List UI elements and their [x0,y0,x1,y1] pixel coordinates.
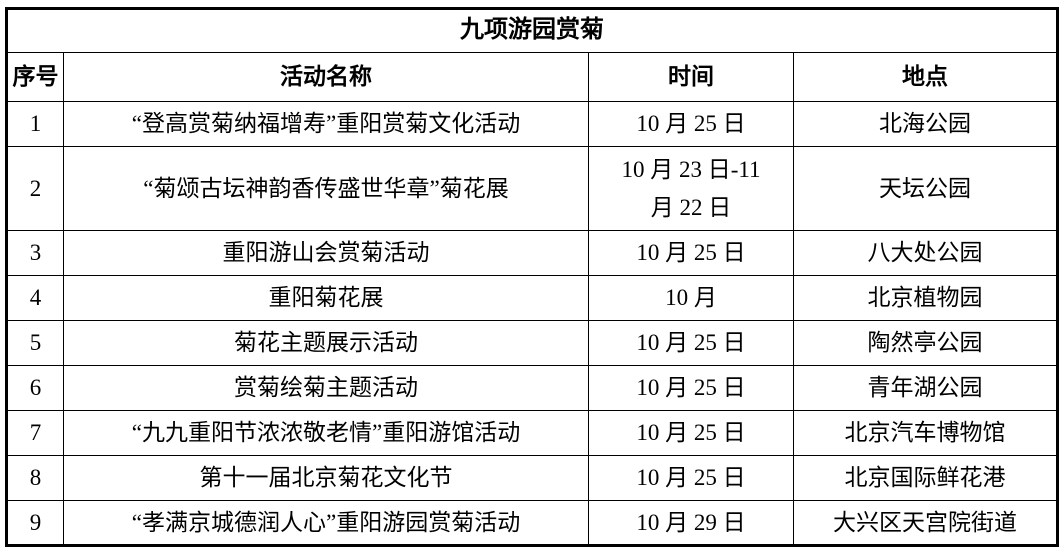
activity-name-cell: “菊颂古坛神韵香传盛世华章”菊花展 [63,146,589,231]
column-header-activity-name: 活动名称 [63,52,589,102]
serial-cell: 2 [6,146,64,231]
chrysanthemum-events-table: 九项游园赏菊 序号 活动名称 时间 地点 1 “登高赏菊纳福增寿”重阳赏菊文化活… [5,7,1059,547]
location-cell: 大兴区天宫院街道 [793,500,1058,546]
serial-cell: 7 [6,410,64,456]
serial-cell: 8 [6,455,64,501]
time-cell: 10 月 25 日 [588,320,794,366]
activity-name-cell: 重阳菊花展 [63,275,589,321]
location-cell: 八大处公园 [793,230,1058,276]
location-cell: 陶然亭公园 [793,320,1058,366]
table-header-row: 序号 活动名称 时间 地点 [6,52,1058,102]
time-cell: 10 月 [588,275,794,321]
table-row: 2 “菊颂古坛神韵香传盛世华章”菊花展 10 月 23 日-11 月 22 日 … [6,146,1058,231]
time-cell: 10 月 23 日-11 月 22 日 [588,146,794,231]
location-cell: 青年湖公园 [793,365,1058,411]
table-row: 7 “九九重阳节浓浓敬老情”重阳游馆活动 10 月 25 日 北京汽车博物馆 [6,410,1058,456]
page: 九项游园赏菊 序号 活动名称 时间 地点 1 “登高赏菊纳福增寿”重阳赏菊文化活… [5,7,1059,547]
serial-cell: 5 [6,320,64,366]
time-cell: 10 月 25 日 [588,365,794,411]
activity-name-cell: “孝满京城德润人心”重阳游园赏菊活动 [63,500,589,546]
table-row: 8 第十一届北京菊花文化节 10 月 25 日 北京国际鲜花港 [6,455,1058,501]
time-cell: 10 月 25 日 [588,230,794,276]
column-header-location: 地点 [793,52,1058,102]
table-row: 1 “登高赏菊纳福增寿”重阳赏菊文化活动 10 月 25 日 北海公园 [6,101,1058,147]
time-cell: 10 月 25 日 [588,455,794,501]
serial-cell: 3 [6,230,64,276]
time-cell: 10 月 25 日 [588,410,794,456]
location-cell: 北京国际鲜花港 [793,455,1058,501]
activity-name-cell: 第十一届北京菊花文化节 [63,455,589,501]
activity-name-cell: “登高赏菊纳福增寿”重阳赏菊文化活动 [63,101,589,147]
table-row: 3 重阳游山会赏菊活动 10 月 25 日 八大处公园 [6,230,1058,276]
activity-name-cell: 菊花主题展示活动 [63,320,589,366]
location-cell: 北京汽车博物馆 [793,410,1058,456]
table-title: 九项游园赏菊 [6,8,1058,53]
activity-name-cell: 重阳游山会赏菊活动 [63,230,589,276]
location-cell: 北京植物园 [793,275,1058,321]
serial-cell: 4 [6,275,64,321]
time-cell: 10 月 25 日 [588,101,794,147]
activity-name-cell: “九九重阳节浓浓敬老情”重阳游馆活动 [63,410,589,456]
column-header-serial: 序号 [6,52,64,102]
column-header-time: 时间 [588,52,794,102]
table-row: 9 “孝满京城德润人心”重阳游园赏菊活动 10 月 29 日 大兴区天宫院街道 [6,500,1058,546]
serial-cell: 1 [6,101,64,147]
table-row: 5 菊花主题展示活动 10 月 25 日 陶然亭公园 [6,320,1058,366]
table-row: 4 重阳菊花展 10 月 北京植物园 [6,275,1058,321]
location-cell: 北海公园 [793,101,1058,147]
serial-cell: 9 [6,500,64,546]
time-cell: 10 月 29 日 [588,500,794,546]
serial-cell: 6 [6,365,64,411]
table-row: 6 赏菊绘菊主题活动 10 月 25 日 青年湖公园 [6,365,1058,411]
activity-name-cell: 赏菊绘菊主题活动 [63,365,589,411]
location-cell: 天坛公园 [793,146,1058,231]
table-title-row: 九项游园赏菊 [6,8,1058,53]
